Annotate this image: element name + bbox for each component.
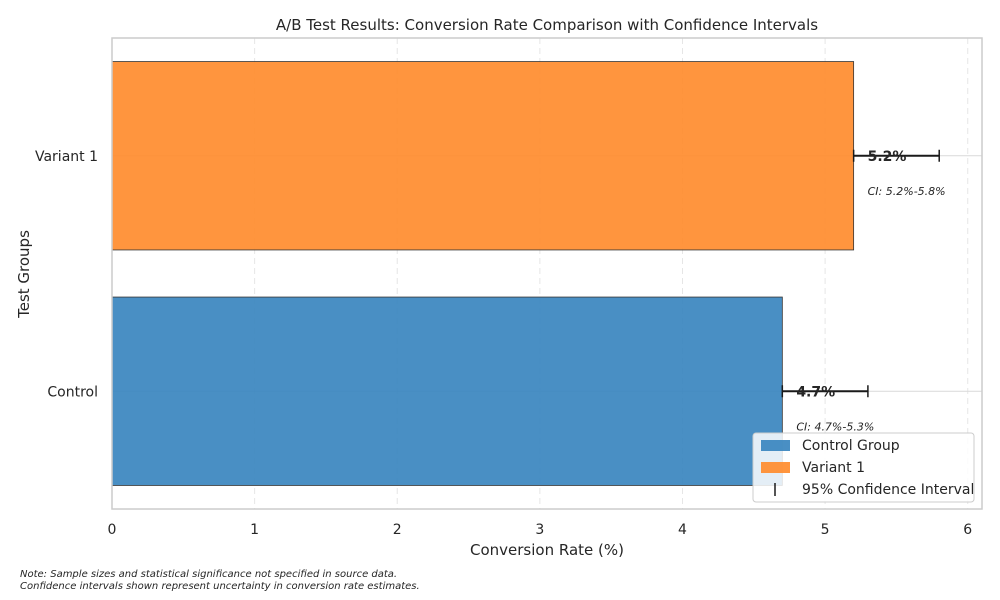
legend-label: 95% Confidence Interval [802,482,974,498]
ci-label: CI: 5.2%-5.8% [868,185,946,198]
legend: Control Group Variant 1 95% Confidence Int… [752,432,975,503]
footnote-line-2: Confidence intervals shown represent unc… [20,581,420,592]
plot-frame [111,37,983,510]
y-tick-label: Control [47,384,98,400]
ci-label: CI: 4.7%-5.3% [796,420,874,433]
legend-box [752,432,975,503]
confidence-interval-bars [781,149,940,398]
data-labels: 4.7% CI: 4.7%-5.3% 5.2% CI: 5.2%-5.8% [796,149,945,434]
y-axis-label: Test Groups [15,230,33,319]
chart-title: A/B Test Results: Conversion Rate Compar… [276,16,818,34]
footnote-line-1: Note: Sample sizes and statistical signi… [20,569,398,580]
legend-label: Control Group [802,438,900,454]
x-axis-label: Conversion Rate (%) [470,541,624,559]
x-tick-label: 1 [250,522,259,538]
x-tick-label: 2 [393,522,402,538]
bars [111,61,855,486]
x-tick-label: 0 [108,522,117,538]
value-label: 4.7% [796,384,835,400]
legend-label: Variant 1 [802,460,865,476]
x-tick-label: 4 [678,522,687,538]
x-tick-label: 5 [821,522,830,538]
bar-control [111,296,783,486]
value-label: 5.2% [868,149,907,165]
legend-swatch [761,440,790,451]
legend-swatch [761,462,790,473]
x-tick-label: 6 [963,522,972,538]
x-tick-label: 3 [535,522,544,538]
x-axis-ticks: 0 1 2 3 4 5 6 [108,522,973,538]
y-tick-label: Variant 1 [35,149,98,165]
bar-variant-1 [111,61,855,251]
y-axis-ticks: Control Variant 1 [35,149,98,401]
